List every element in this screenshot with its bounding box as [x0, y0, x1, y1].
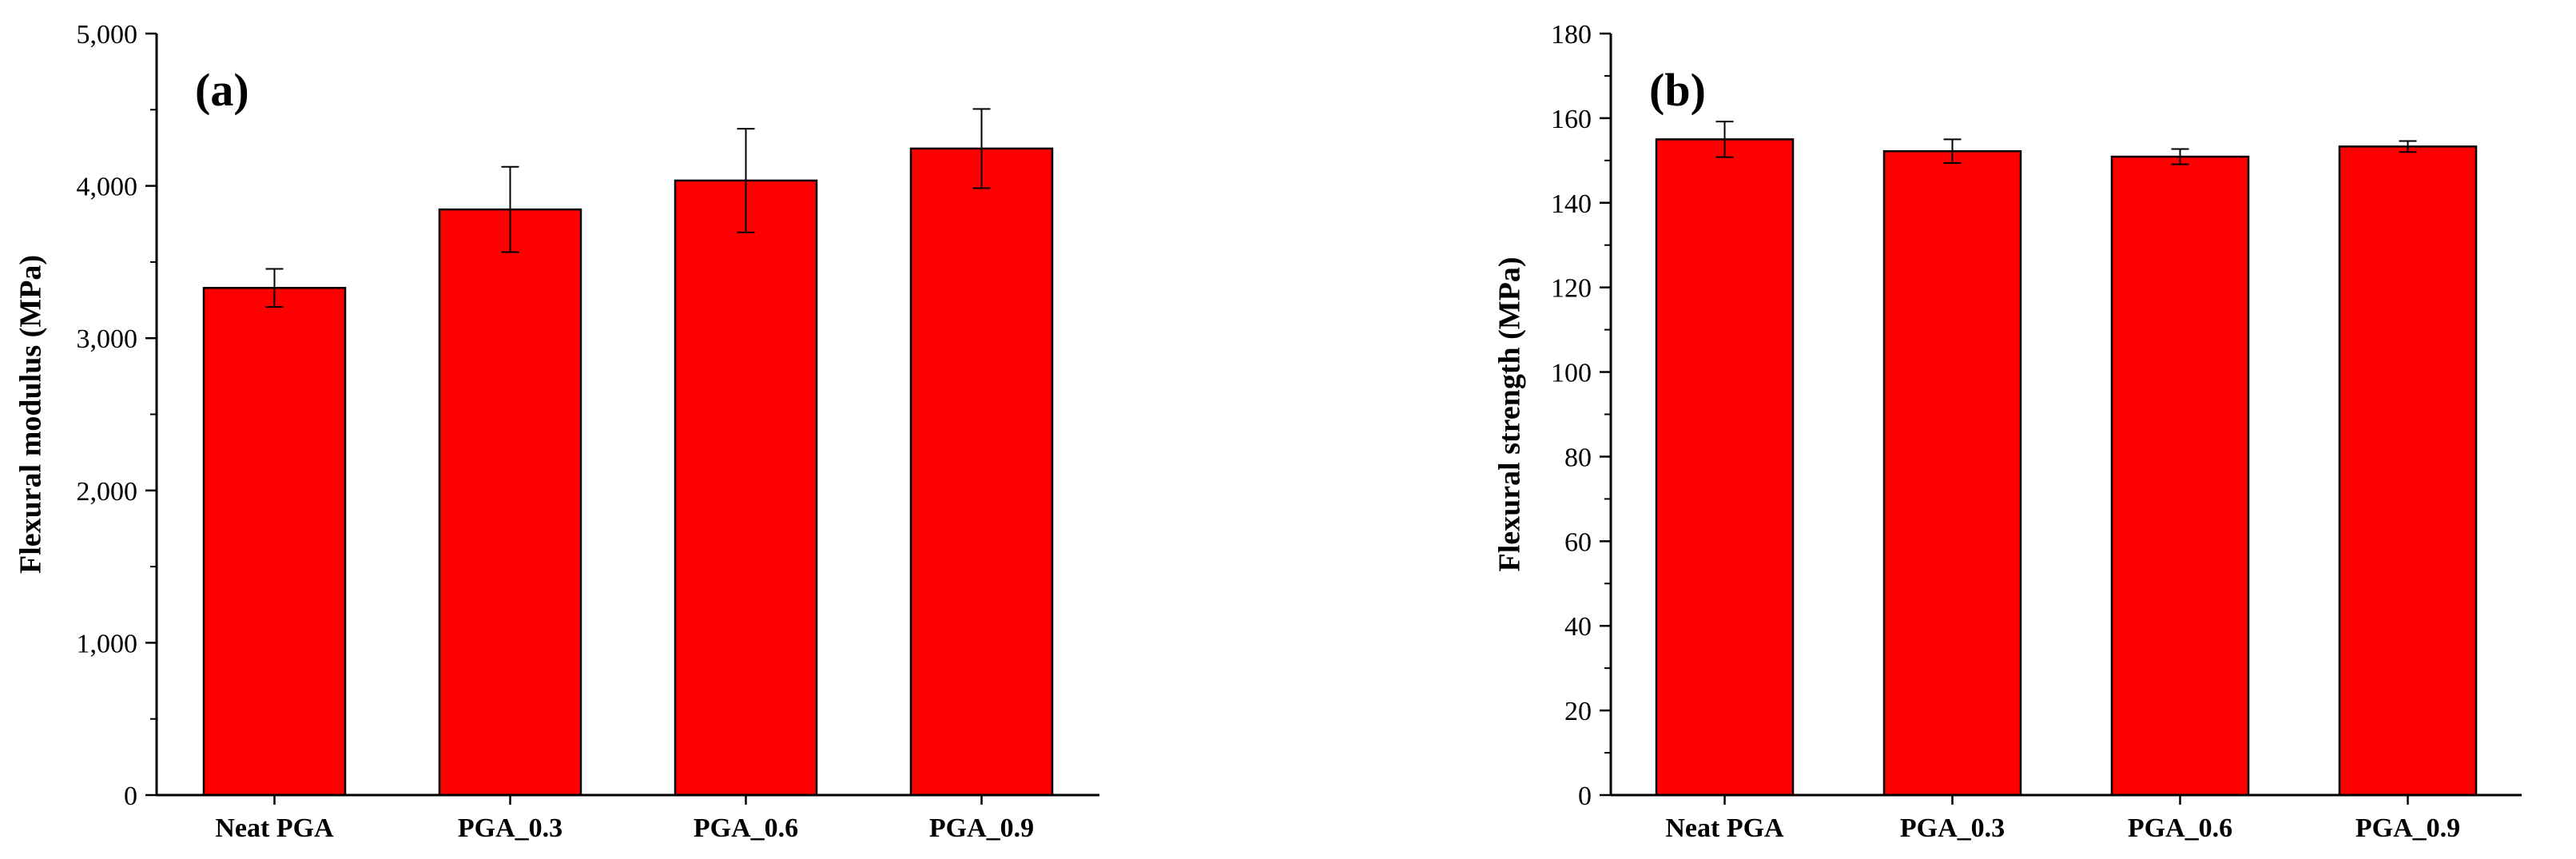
y-axis-title: Flexural strength (MPa) — [1493, 257, 1527, 572]
panel-b-strength-chart: Neat PGA PGA_0.3 PGA_0.6 PGA_0.9 0 20 40 60 80 10… — [1493, 20, 2522, 843]
x-tick-label: PGA_0.6 — [694, 813, 798, 843]
bar-neat-pga — [1655, 138, 1795, 797]
bar-neat-pga — [202, 287, 347, 797]
y-tick-label: 3,000 — [77, 324, 138, 354]
y-axis-title: Flexural modulus (MPa) — [14, 255, 48, 574]
panel-a-modulus-chart: Neat PGA PGA_0.3 PGA_0.6 PGA_0.9 0 1,000 2,000… — [14, 20, 1099, 843]
error-bar — [501, 165, 519, 253]
error-bar — [265, 268, 284, 308]
y-tick-label: 180 — [1551, 20, 1592, 50]
y-tick-label: 0 — [124, 781, 137, 811]
bar-pga-0-3 — [438, 208, 582, 797]
y-tick-label: 20 — [1564, 697, 1592, 726]
y-tick-label: 5,000 — [77, 20, 138, 50]
y-tick-label: 120 — [1551, 274, 1592, 304]
y-tick-label: 40 — [1564, 612, 1592, 642]
y-tick-label: 160 — [1551, 105, 1592, 134]
x-tick-label: PGA_0.9 — [2355, 813, 2460, 843]
x-tick-label: PGA_0.3 — [1900, 813, 2005, 843]
x-tick-label: Neat PGA — [1665, 813, 1784, 843]
y-tick-label: 0 — [1578, 781, 1592, 811]
y-tick-label: 80 — [1564, 443, 1592, 472]
y-tick-label: 100 — [1551, 359, 1592, 388]
error-bar — [2171, 148, 2189, 165]
x-tick-label: Neat PGA — [215, 813, 334, 843]
error-bar — [737, 128, 755, 233]
error-bar — [1943, 138, 1962, 165]
bar-pga-0-6 — [674, 179, 818, 797]
bar-pga-0-3 — [1882, 149, 2022, 797]
x-tick-label: PGA_0.9 — [929, 813, 1034, 843]
error-bar — [1715, 121, 1734, 158]
panel-label: (a) — [195, 64, 249, 116]
y-tick-label: 60 — [1564, 527, 1592, 557]
bar-pga-0-9 — [909, 147, 1054, 797]
y-tick-label: 2,000 — [77, 477, 138, 507]
error-bar — [972, 108, 991, 189]
x-tick-label: PGA_0.6 — [2128, 813, 2232, 843]
panel-label: (b) — [1649, 64, 1706, 116]
y-tick-label: 140 — [1551, 189, 1592, 219]
bar-pga-0-9 — [2338, 145, 2478, 797]
y-tick-label: 4,000 — [77, 173, 138, 202]
bar-pga-0-6 — [2110, 155, 2250, 797]
y-tick-label: 1,000 — [77, 629, 138, 658]
x-tick-label: PGA_0.3 — [458, 813, 563, 843]
error-bar — [2399, 140, 2417, 153]
